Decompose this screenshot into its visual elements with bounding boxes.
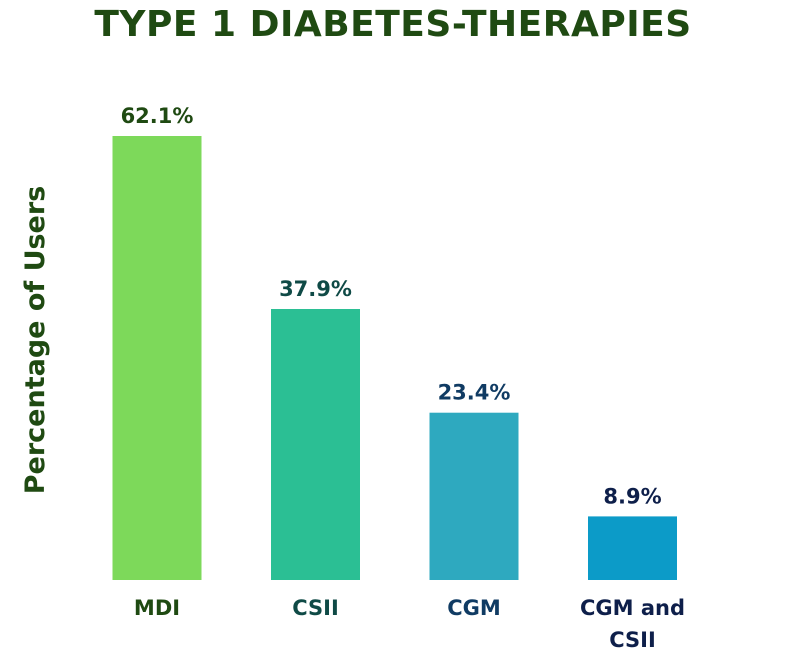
bar-csii (271, 309, 360, 580)
bar-mdi (112, 136, 202, 580)
bar-cgm-and-csii (588, 516, 677, 580)
category-labels-group: MDI CSII CGM CGM and CSII (134, 596, 685, 652)
bar-cgm (429, 412, 519, 580)
category-label: CGM (447, 596, 501, 620)
category-label: CGM and CSII (580, 596, 685, 652)
value-label: 8.9% (603, 484, 661, 508)
value-labels-group: 62.1% 37.9% 23.4% 8.9% (121, 104, 662, 508)
value-label: 37.9% (279, 277, 352, 301)
bars-group (112, 136, 677, 580)
category-label: MDI (134, 596, 180, 620)
y-axis-label: Percentage of Users (20, 186, 51, 495)
chart-title: TYPE 1 DIABETES-THERAPIES (94, 4, 692, 45)
value-label: 23.4% (438, 381, 511, 405)
value-label: 62.1% (121, 104, 194, 128)
category-label: CSII (292, 596, 339, 620)
